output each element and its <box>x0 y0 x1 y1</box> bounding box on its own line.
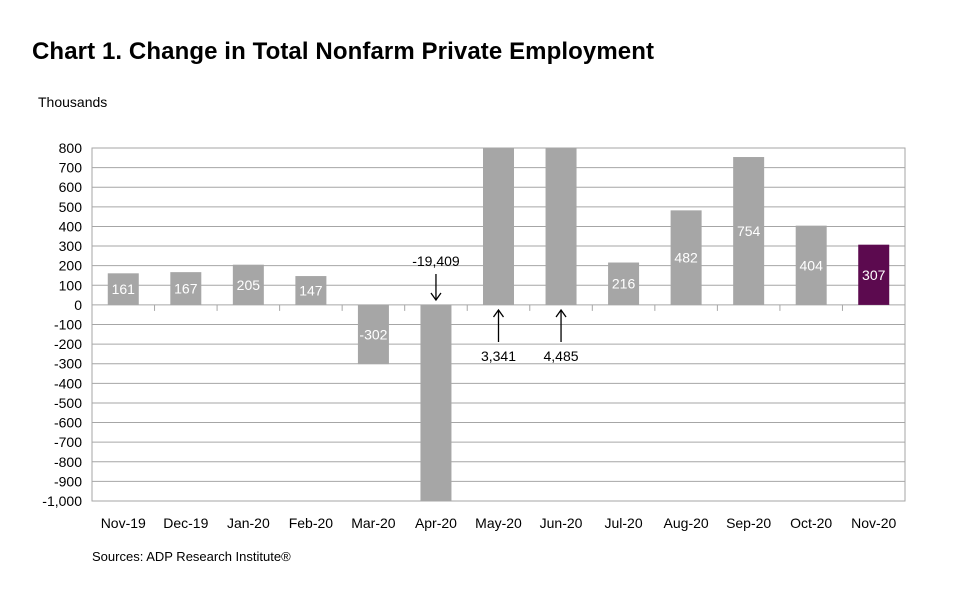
x-tick-label: Dec-19 <box>163 515 208 531</box>
annotation-arrowhead <box>430 292 442 302</box>
data-label: 161 <box>112 281 136 297</box>
y-tick-label: -300 <box>54 356 82 372</box>
data-label: 754 <box>737 223 761 239</box>
bar-jun-20 <box>545 148 577 305</box>
x-tick-label: Jan-20 <box>227 515 270 531</box>
source-note: Sources: ADP Research Institute® <box>92 549 291 564</box>
data-label: 404 <box>800 257 824 273</box>
y-tick-label: -1,000 <box>42 493 82 509</box>
data-label: 205 <box>237 277 261 293</box>
y-tick-label: 600 <box>59 179 83 195</box>
y-tick-label: -900 <box>54 473 82 489</box>
x-tick-label: May-20 <box>475 515 522 531</box>
y-tick-label: -500 <box>54 395 82 411</box>
bar-jul-20 <box>608 262 640 305</box>
chart-title: Chart 1. Change in Total Nonfarm Private… <box>32 38 655 65</box>
bar-nov-19 <box>107 273 139 305</box>
y-tick-label: -400 <box>54 375 82 391</box>
data-label: 167 <box>174 281 198 297</box>
y-tick-label: -600 <box>54 415 82 431</box>
data-label: 482 <box>674 250 698 266</box>
y-tick-label: 700 <box>59 160 83 176</box>
y-tick-label: -200 <box>54 336 82 352</box>
x-tick-label: Nov-20 <box>851 515 896 531</box>
bar-feb-20 <box>295 276 327 305</box>
annotation-label: 4,485 <box>544 348 579 364</box>
bar-sep-20 <box>733 157 765 305</box>
y-tick-label: 200 <box>59 258 83 274</box>
x-tick-label: Oct-20 <box>790 515 832 531</box>
data-label: 147 <box>299 282 323 298</box>
annotation-arrowhead <box>555 308 567 318</box>
y-tick-label: -800 <box>54 454 82 470</box>
bar-mar-20 <box>357 304 389 365</box>
bar-oct-20 <box>795 225 827 305</box>
x-tick-label: Nov-19 <box>101 515 146 531</box>
bar-nov-20 <box>858 244 890 305</box>
x-tick-label: Jun-20 <box>540 515 583 531</box>
y-tick-label: 400 <box>59 218 83 234</box>
y-tick-label: 300 <box>59 238 83 254</box>
x-tick-label: Sep-20 <box>726 515 771 531</box>
data-label: 307 <box>862 267 886 283</box>
bar-dec-19 <box>170 272 202 305</box>
x-tick-label: Apr-20 <box>415 515 457 531</box>
x-tick-label: Jul-20 <box>605 515 643 531</box>
y-tick-label: 800 <box>59 140 83 156</box>
bar-may-20 <box>483 148 514 305</box>
y-tick-label: -100 <box>54 317 82 333</box>
data-label: -302 <box>359 327 387 343</box>
bar-apr-20 <box>420 304 452 501</box>
y-tick-label: 100 <box>59 277 83 293</box>
annotation-label: -19,409 <box>412 253 460 269</box>
annotation-label: 3,341 <box>481 348 516 364</box>
x-tick-label: Mar-20 <box>351 515 396 531</box>
y-axis-unit-label: Thousands <box>38 94 108 110</box>
annotation-arrowhead <box>492 308 505 318</box>
x-tick-label: Aug-20 <box>664 515 709 531</box>
y-tick-label: 500 <box>59 199 83 215</box>
y-tick-label: 0 <box>74 297 82 313</box>
data-label: 216 <box>612 276 636 292</box>
bar-aug-20 <box>670 210 702 305</box>
x-tick-label: Feb-20 <box>289 515 334 531</box>
y-tick-label: -700 <box>54 434 82 450</box>
bar-jan-20 <box>232 264 264 305</box>
